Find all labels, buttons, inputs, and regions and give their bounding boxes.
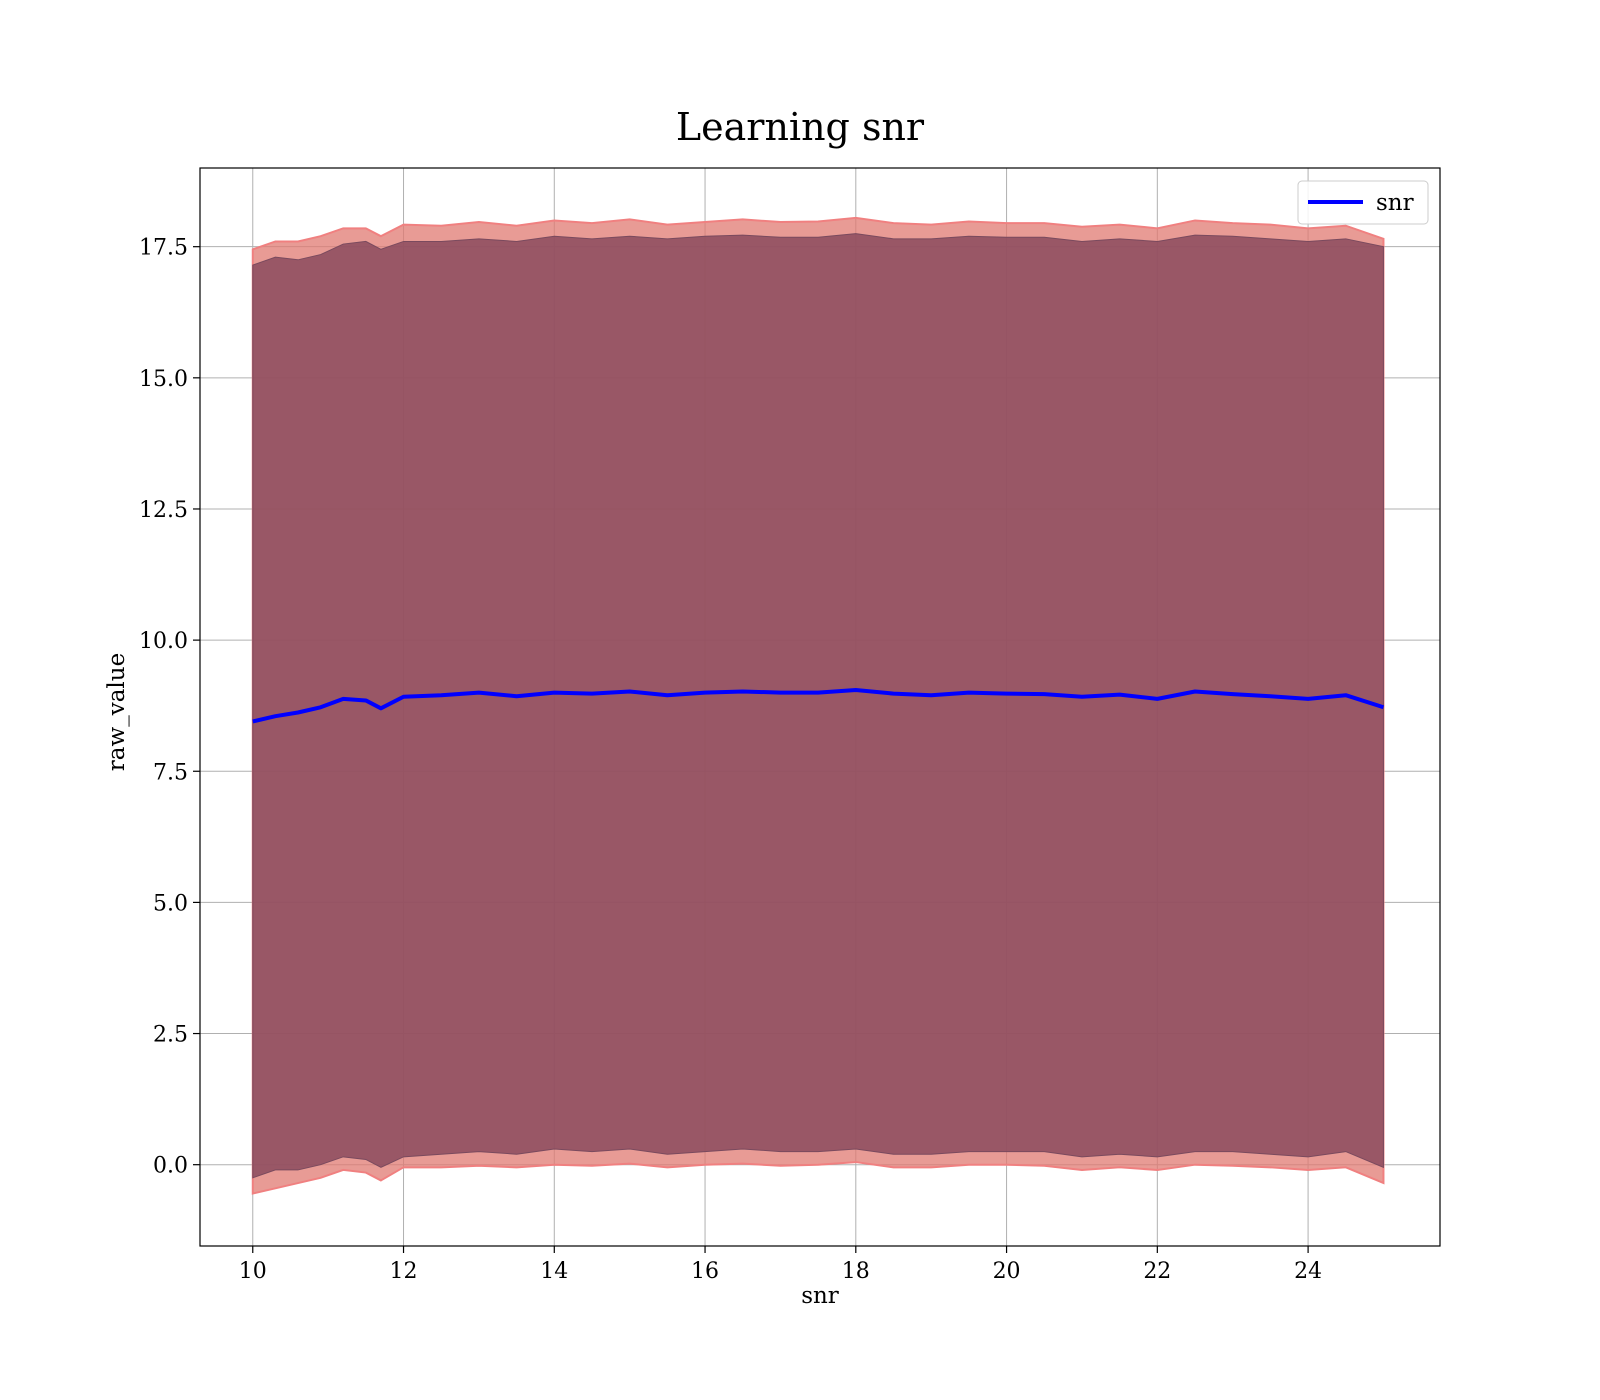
legend: snr <box>1297 180 1429 225</box>
y-tick-label-0: 0.0 <box>153 1154 188 1179</box>
x-tick-label-2: 14 <box>540 1259 568 1284</box>
axes-frame <box>199 167 1441 1247</box>
inner-band-0 <box>252 233 1384 1179</box>
x-tick-label-6: 22 <box>1143 1259 1171 1284</box>
x-tick-label-3: 16 <box>691 1259 719 1284</box>
x-tick-label-7: 24 <box>1294 1259 1322 1284</box>
y-tick-label-3: 7.5 <box>153 760 188 785</box>
y-tick-label-4: 10.0 <box>139 629 188 654</box>
y-tick-label-2: 5.0 <box>153 891 188 916</box>
series-line-0 <box>252 687 1385 724</box>
x-tick-label-4: 18 <box>842 1259 870 1284</box>
y-tick-label-5: 12.5 <box>139 498 188 523</box>
x-axis-label: snr <box>801 1283 839 1309</box>
x-tick-label-0: 10 <box>239 1259 267 1284</box>
y-tick-label-7: 17.5 <box>139 236 188 261</box>
y-axis-label: raw_value <box>104 653 130 771</box>
x-tick-label-1: 12 <box>390 1259 418 1284</box>
x-tick-label-5: 20 <box>993 1259 1021 1284</box>
y-ticks: 0.0 2.5 5.0 7.5 10.0 12.5 15.0 17.5 <box>139 236 200 1179</box>
chart-title: Learning snr <box>676 105 925 149</box>
y-tick-label-6: 15.0 <box>139 367 188 392</box>
legend-label-snr: snr <box>1376 190 1414 216</box>
series-lines <box>252 687 1385 724</box>
y-tick-label-1: 2.5 <box>153 1023 188 1048</box>
bands <box>251 216 1385 1195</box>
x-ticks: 10 12 14 16 18 20 22 24 <box>239 1246 1322 1284</box>
